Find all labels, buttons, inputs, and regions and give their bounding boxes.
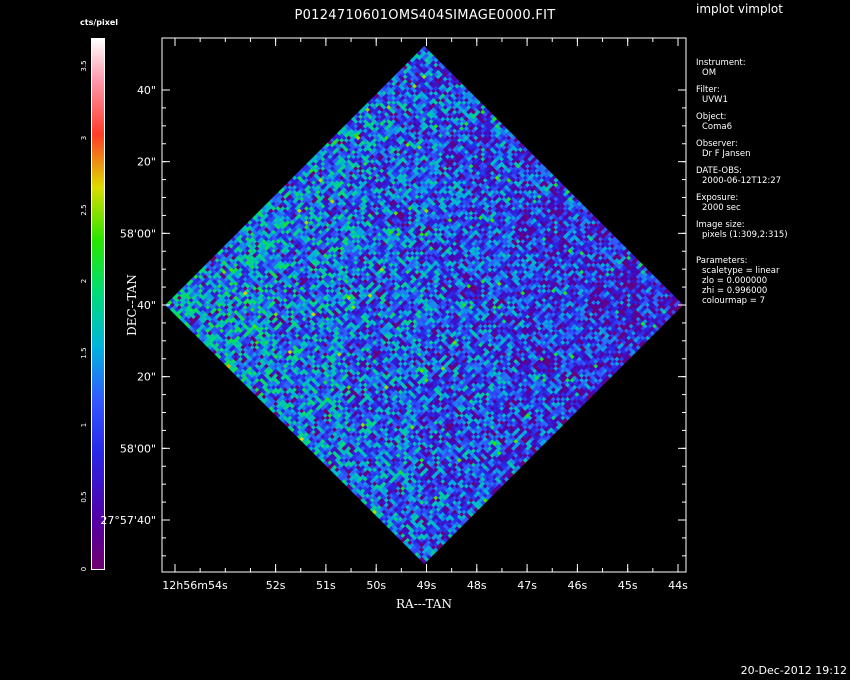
- observer-label: Observer:: [696, 139, 738, 149]
- x-tick-label: 44s: [668, 579, 688, 592]
- param-colourmap: colourmap = 7: [702, 296, 765, 306]
- plot-title: P0124710601OMS404SIMAGE0000.FIT: [294, 8, 556, 23]
- app-title: implot vimplot: [696, 2, 783, 16]
- x-tick-label: 46s: [568, 579, 588, 592]
- filter-label: Filter:: [696, 85, 720, 95]
- colorbar-label: cts/pixel: [80, 18, 119, 27]
- image-layer: [165, 45, 684, 565]
- colorbar-tick-label: 1.5: [80, 347, 88, 359]
- object-label: Object:: [696, 112, 727, 122]
- instrument-label: Instrument:: [696, 58, 746, 68]
- timestamp: 20-Dec-2012 19:12: [740, 664, 847, 677]
- x-axis-label: RA---TAN: [396, 597, 452, 611]
- x-tick-label: 49s: [417, 579, 437, 592]
- params-label: Parameters:: [696, 256, 748, 266]
- param-zhi: zhi = 0.996000: [702, 286, 768, 296]
- date-value: 2000-06-12T12:27: [702, 176, 782, 186]
- object-value: Coma6: [702, 122, 733, 132]
- param-scaletype: scaletype = linear: [702, 266, 780, 276]
- x-tick-label: 45s: [618, 579, 638, 592]
- size-value: pixels (1:309,2:315): [702, 230, 788, 240]
- x-tick-label: 48s: [467, 579, 487, 592]
- colorbar-tick-label: 0.5: [80, 491, 88, 503]
- colorbar-tick-label: 2: [80, 279, 88, 284]
- x-tick-label: 12h56m54s: [162, 579, 228, 592]
- x-tick-label: 52s: [266, 579, 286, 592]
- size-label: Image size:: [696, 220, 745, 230]
- colorbar-tick-label: 3: [80, 135, 88, 140]
- y-tick-label: 58'00": [120, 442, 156, 455]
- x-tick-label: 51s: [316, 579, 336, 592]
- colorbar-tick-label: 1: [80, 422, 88, 428]
- y-tick-label: 20": [137, 156, 156, 169]
- y-tick-label: 40": [137, 84, 156, 97]
- y-tick-label: 58'00": [120, 227, 156, 240]
- y-tick-label: 20": [137, 371, 156, 384]
- observer-value: Dr F Jansen: [702, 149, 751, 159]
- colorbar-tick-label: 3.5: [80, 60, 88, 72]
- x-tick-label: 47s: [517, 579, 537, 592]
- colorbar-tick-label: 2.5: [80, 203, 88, 216]
- param-zlo: zlo = 0.000000: [702, 276, 768, 286]
- colorbar-tick-label: 0: [80, 566, 88, 572]
- y-tick-label: 40": [137, 299, 156, 312]
- exposure-label: Exposure:: [696, 193, 739, 203]
- sky-image-pixels: [165, 45, 684, 565]
- exposure-value: 2000 sec: [702, 203, 741, 213]
- x-tick-label: 50s: [366, 579, 386, 592]
- axis-tick-labels: 12h56m54s 52s 51s 50s 49s 48s 47s 46s 45s 44s 40" 2…: [100, 84, 688, 592]
- y-axis-label: DEC--TAN: [125, 274, 139, 336]
- colorbar: [91, 38, 105, 570]
- info-panel: Instrument: OM Filter: UVW1 Object: Coma…: [696, 58, 788, 306]
- y-tick-label: 27°57'40": [100, 514, 156, 527]
- axis-ticks: [162, 38, 686, 572]
- instrument-value: OM: [702, 68, 717, 78]
- date-label: DATE-OBS:: [696, 166, 743, 176]
- filter-value: UVW1: [702, 95, 728, 105]
